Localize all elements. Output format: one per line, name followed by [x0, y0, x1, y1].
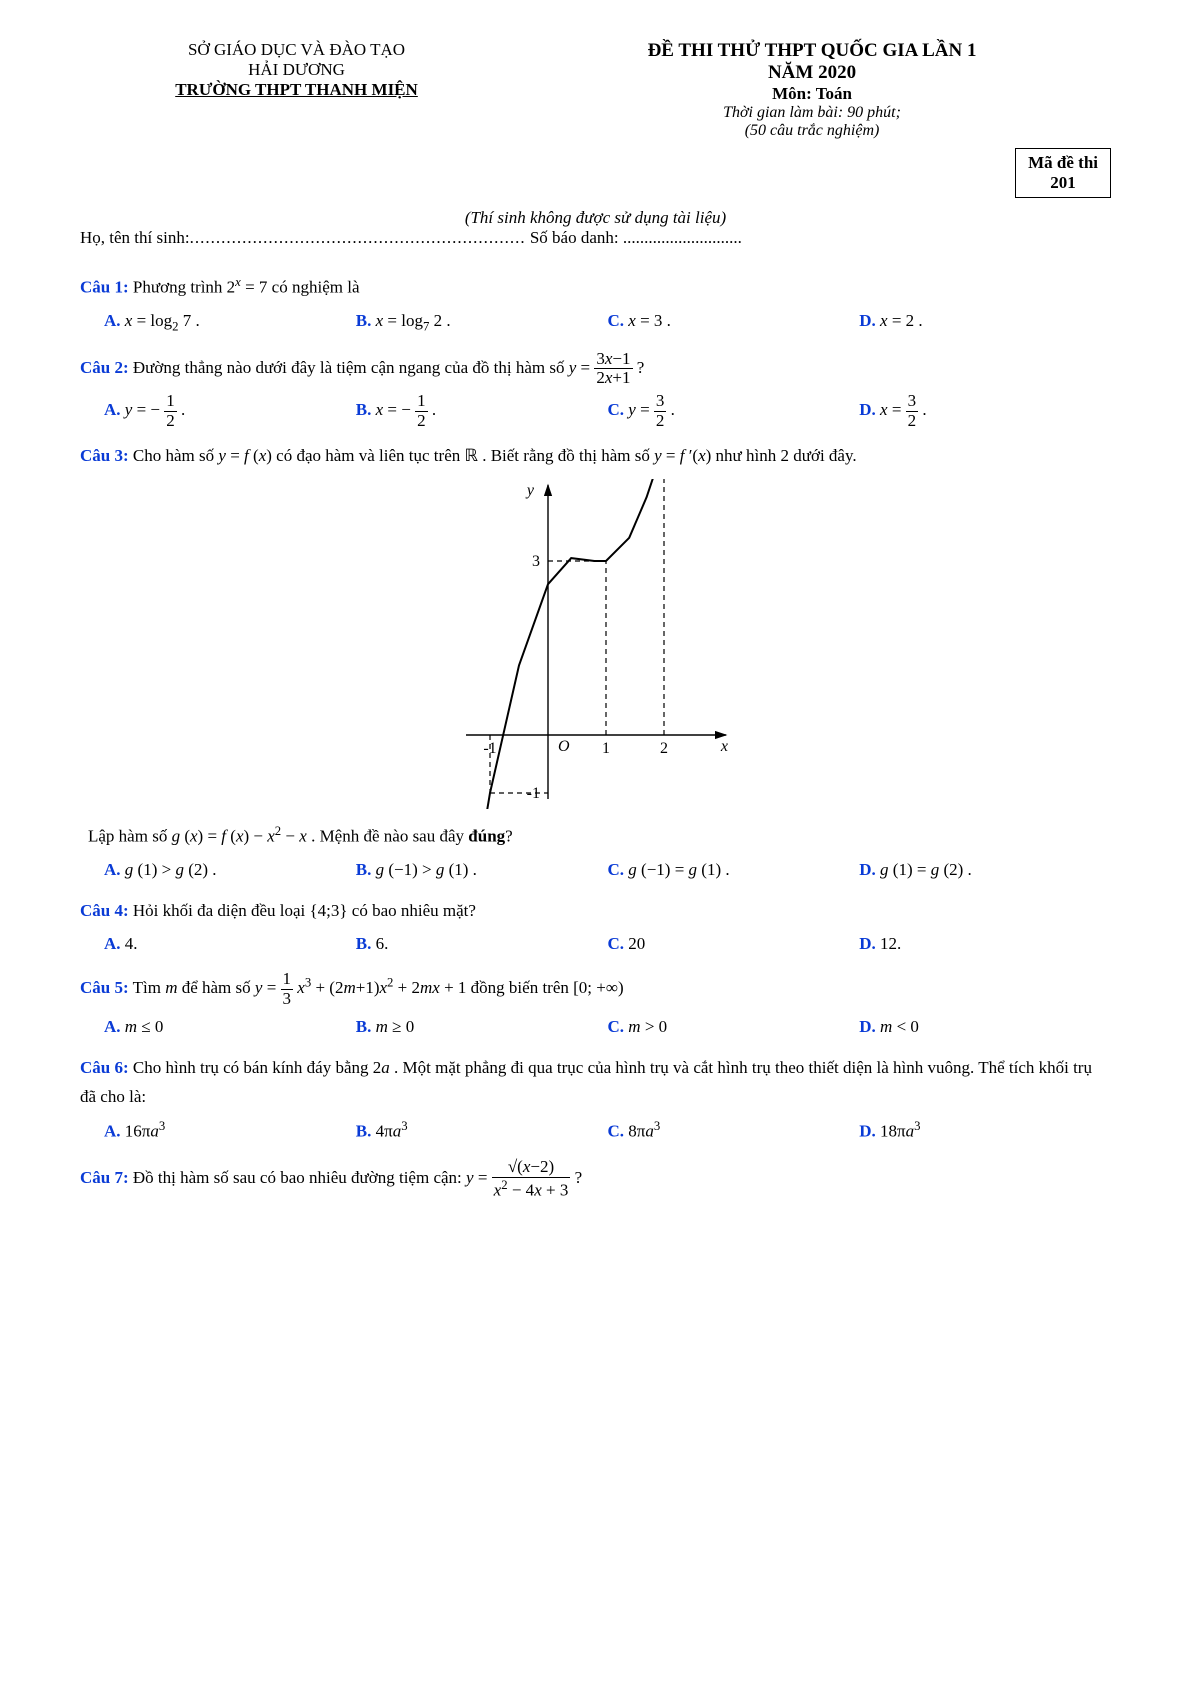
option[interactable]: B. x = log7 2 .	[356, 307, 608, 338]
option-label: A.	[104, 1017, 121, 1036]
options-row: A. 16πa3B. 4πa3C. 8πa3D. 18πa3	[104, 1112, 1111, 1147]
exam-time: Thời gian làm bài: 90 phút;	[513, 104, 1111, 122]
question-label: Câu 1:	[80, 278, 129, 297]
option[interactable]: A. g (1) > g (2) .	[104, 856, 356, 885]
option-label: D.	[859, 311, 876, 330]
exam-title: ĐỀ THI THỬ THPT QUỐC GIA LẦN 1	[513, 40, 1111, 62]
question-6: Câu 6: Cho hình trụ có bán kính đáy bằng…	[80, 1054, 1111, 1146]
svg-text:1: 1	[602, 740, 610, 757]
option-label: D.	[859, 860, 876, 879]
province: HẢI DƯƠNG	[80, 60, 513, 80]
question-text: Câu 2: Đường thẳng nào dưới đây là tiệm …	[80, 350, 1111, 388]
option[interactable]: D. m < 0	[859, 1013, 1111, 1042]
svg-text:O: O	[558, 738, 570, 755]
question-label: Câu 2:	[80, 358, 129, 377]
question-label: Câu 7:	[80, 1168, 129, 1187]
option[interactable]: C. 8πa3	[608, 1116, 860, 1147]
svg-text:3: 3	[532, 553, 540, 570]
question-text: Câu 1: Phương trình 2x = 7 có nghiệm là	[80, 272, 1111, 303]
option-label: B.	[356, 311, 372, 330]
question-4: Câu 4: Hỏi khối đa diện đều loại {4;3} c…	[80, 897, 1111, 959]
option[interactable]: D. g (1) = g (2) .	[859, 856, 1111, 885]
option-label: C.	[608, 1017, 625, 1036]
question-1: Câu 1: Phương trình 2x = 7 có nghiệm làA…	[80, 272, 1111, 338]
function-graph: -112-135Oxy	[456, 479, 736, 809]
options-row: A. y = − 12 .B. x = − 12 .C. y = 32 .D. …	[104, 388, 1111, 430]
header-right: ĐỀ THI THỬ THPT QUỐC GIA LẦN 1NĂM 2020Mô…	[513, 40, 1111, 140]
svg-text:x: x	[719, 738, 727, 755]
option[interactable]: B. 6.	[356, 930, 608, 959]
options-row: A. x = log2 7 .B. x = log7 2 .C. x = 3 .…	[104, 303, 1111, 338]
exam-subject: Môn: Toán	[513, 84, 1111, 104]
options-row: A. m ≤ 0B. m ≥ 0C. m > 0D. m < 0	[104, 1009, 1111, 1042]
question-text: Câu 6: Cho hình trụ có bán kính đáy bằng…	[80, 1054, 1111, 1112]
option[interactable]: B. m ≥ 0	[356, 1013, 608, 1042]
question-7: Câu 7: Đồ thị hàm số sau có bao nhiêu đư…	[80, 1158, 1111, 1200]
svg-text:-1: -1	[526, 785, 539, 802]
options-row: A. 4.B. 6.C. 20D. 12.	[104, 926, 1111, 959]
exam-sub: (50 câu trắc nghiệm)	[513, 122, 1111, 140]
note: (Thí sinh không được sử dụng tài liệu)	[80, 208, 1111, 228]
option-label: A.	[104, 934, 121, 953]
option[interactable]: D. x = 32 .	[859, 392, 1111, 430]
option[interactable]: B. x = − 12 .	[356, 392, 608, 430]
option[interactable]: B. g (−1) > g (1) .	[356, 856, 608, 885]
question-label: Câu 4:	[80, 901, 129, 920]
option[interactable]: A. 16πa3	[104, 1116, 356, 1147]
question-label: Câu 3:	[80, 446, 129, 465]
option-label: C.	[608, 860, 625, 879]
header-row: SỞ GIÁO DỤC VÀ ĐÀO TẠOHẢI DƯƠNGTRƯỜNG TH…	[80, 40, 1111, 140]
option-label: C.	[608, 311, 625, 330]
question-text: Câu 4: Hỏi khối đa diện đều loại {4;3} c…	[80, 897, 1111, 926]
option[interactable]: A. m ≤ 0	[104, 1013, 356, 1042]
options-row: A. g (1) > g (2) .B. g (−1) > g (1) .C. …	[104, 852, 1111, 885]
question-label: Câu 6:	[80, 1058, 129, 1077]
option-label: D.	[859, 934, 876, 953]
question-5: Câu 5: Tìm m để hàm số y = 13 x3 + (2m+1…	[80, 970, 1111, 1041]
option-label: A.	[104, 860, 121, 879]
svg-text:2: 2	[660, 740, 668, 757]
svg-text:-1: -1	[483, 740, 496, 757]
question-3: Câu 3: Cho hàm số y = f (x) có đạo hàm v…	[80, 442, 1111, 884]
option[interactable]: B. 4πa3	[356, 1116, 608, 1147]
option-label: B.	[356, 1121, 372, 1140]
exam-code-box: Mã đề thi201	[1015, 148, 1111, 198]
option[interactable]: D. x = 2 .	[859, 307, 1111, 338]
question-2: Câu 2: Đường thẳng nào dưới đây là tiệm …	[80, 350, 1111, 431]
option[interactable]: A. y = − 12 .	[104, 392, 356, 430]
header-left: SỞ GIÁO DỤC VÀ ĐÀO TẠOHẢI DƯƠNGTRƯỜNG TH…	[80, 40, 513, 140]
option[interactable]: D. 12.	[859, 930, 1111, 959]
question-text: Câu 3: Cho hàm số y = f (x) có đạo hàm v…	[80, 442, 1111, 471]
option-label: B.	[356, 1017, 372, 1036]
option-label: B.	[356, 860, 372, 879]
option-label: B.	[356, 400, 372, 419]
option-label: C.	[608, 934, 625, 953]
option[interactable]: C. g (−1) = g (1) .	[608, 856, 860, 885]
candidate-line: Họ, tên thí sinh: Số báo danh: .........…	[80, 228, 1111, 248]
option-label: B.	[356, 934, 372, 953]
option-label: D.	[859, 400, 876, 419]
option-label: C.	[608, 1121, 625, 1140]
option-label: A.	[104, 400, 121, 419]
question-followup: Lập hàm số g (x) = f (x) − x2 − x . Mệnh…	[88, 821, 1111, 852]
question-text: Câu 7: Đồ thị hàm số sau có bao nhiêu đư…	[80, 1158, 1111, 1200]
exam-year: NĂM 2020	[513, 62, 1111, 84]
school: TRƯỜNG THPT THANH MIỆN	[80, 80, 513, 100]
option[interactable]: D. 18πa3	[859, 1116, 1111, 1147]
option[interactable]: C. 20	[608, 930, 860, 959]
option[interactable]: A. 4.	[104, 930, 356, 959]
question-text: Câu 5: Tìm m để hàm số y = 13 x3 + (2m+1…	[80, 970, 1111, 1008]
svg-text:y: y	[524, 482, 534, 499]
option[interactable]: C. y = 32 .	[608, 392, 860, 430]
option-label: A.	[104, 311, 121, 330]
option-label: D.	[859, 1017, 876, 1036]
option-label: A.	[104, 1121, 121, 1140]
option-label: D.	[859, 1121, 876, 1140]
question-label: Câu 5:	[80, 979, 129, 998]
option[interactable]: C. x = 3 .	[608, 307, 860, 338]
option[interactable]: A. x = log2 7 .	[104, 307, 356, 338]
department: SỞ GIÁO DỤC VÀ ĐÀO TẠO	[80, 40, 513, 60]
option[interactable]: C. m > 0	[608, 1013, 860, 1042]
option-label: C.	[608, 400, 625, 419]
